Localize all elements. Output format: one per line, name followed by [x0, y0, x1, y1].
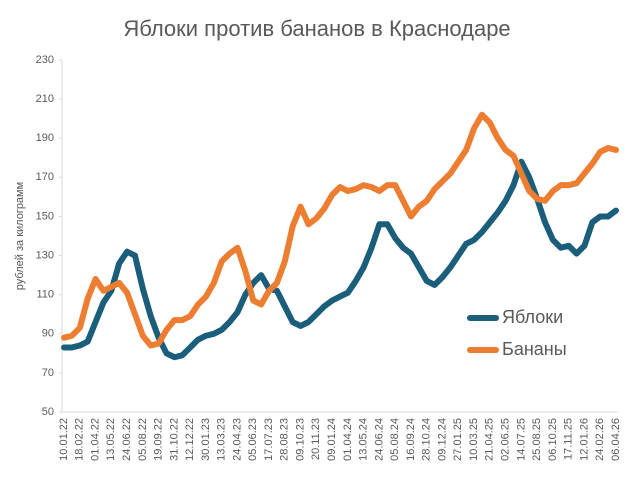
x-tick-label: 19.09.22 — [153, 418, 165, 461]
y-tick-label: 70 — [42, 367, 54, 379]
x-tick-label: 05.06.23 — [247, 418, 259, 461]
x-tick-label: 13.05.22 — [105, 418, 117, 461]
x-tick-label: 27.01.25 — [452, 418, 464, 461]
x-tick-label: 30.01.23 — [200, 418, 212, 461]
x-tick-label: 09.12.24 — [436, 418, 448, 461]
y-tick-label: 190 — [36, 132, 54, 144]
x-tick-label: 10.01.22 — [58, 418, 70, 461]
x-tick-label: 24.02.26 — [594, 418, 606, 461]
x-tick-label: 05.08.22 — [137, 418, 149, 461]
y-tick-label: 50 — [42, 406, 54, 418]
y-tick-label: 230 — [36, 54, 54, 66]
x-tick-label: 01.04.22 — [89, 418, 101, 461]
x-tick-label: 17.07.23 — [263, 418, 275, 461]
y-tick-label: 90 — [42, 328, 54, 340]
y-tick-label: 210 — [36, 93, 54, 105]
y-tick-label: 110 — [36, 289, 54, 301]
x-tick-label: 28.08.23 — [279, 418, 291, 461]
x-tick-label: 02.06.25 — [500, 418, 512, 461]
x-tick-label: 13.05.24 — [358, 418, 370, 461]
x-tick-label: 17.11.25 — [563, 418, 575, 460]
x-tick-label: 13.03.23 — [216, 418, 228, 461]
series-line — [61, 111, 619, 349]
x-tick-label: 12.01.26 — [578, 418, 590, 461]
chart-title: Яблоки против бананов в Краснодаре — [123, 16, 510, 41]
x-tick-label: 18.02.22 — [74, 418, 86, 461]
x-tick-label: 24.06.24 — [373, 418, 385, 461]
x-tick-label: 24.06.22 — [121, 418, 133, 461]
x-tick-label: 06.04.26 — [610, 418, 622, 461]
x-tick-label: 20.11.23 — [310, 418, 322, 460]
x-tick-label: 05.08.24 — [389, 418, 401, 461]
x-tick-label: 10.03.25 — [468, 418, 480, 461]
series-line — [61, 158, 619, 361]
x-tick-label: 24.04.23 — [231, 418, 243, 461]
y-tick-label: 170 — [36, 171, 54, 183]
x-tick-label: 14.07.25 — [515, 418, 527, 461]
x-tick-label: 16.09.24 — [405, 418, 417, 461]
y-tick-label: 130 — [36, 249, 54, 261]
x-tick-label: 31.10.22 — [168, 418, 180, 461]
legend-label: Бананы — [502, 339, 567, 359]
x-tick-label: 25.08.25 — [531, 418, 543, 461]
x-tick-label: 21.04.25 — [484, 418, 496, 461]
y-tick-label: 150 — [36, 210, 54, 222]
x-tick-label: 06.10.25 — [547, 418, 559, 461]
x-tick-label: 09.01.24 — [326, 418, 338, 461]
x-tick-label: 01.04.24 — [342, 418, 354, 461]
legend-label: Яблоки — [502, 307, 563, 327]
x-tick-label: 28.10.24 — [421, 418, 433, 461]
x-tick-label: 09.10.23 — [294, 418, 306, 461]
x-tick-label: 12.12.22 — [184, 418, 196, 461]
y-axis-label: рублей за килограмм — [14, 182, 26, 290]
